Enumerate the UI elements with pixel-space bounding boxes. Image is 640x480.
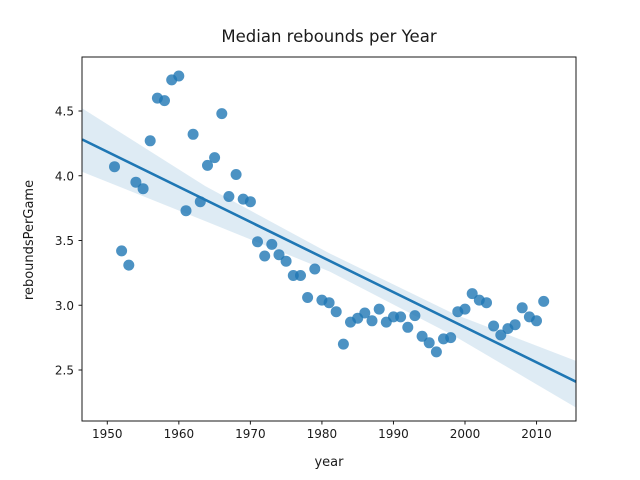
scatter-point (223, 191, 235, 202)
y-tick-label: 3.5 (55, 234, 74, 248)
scatter-point (266, 238, 278, 250)
scatter-point (445, 332, 457, 344)
scatter-point (488, 320, 500, 332)
scatter-point (531, 315, 542, 327)
y-tick-label: 3.0 (55, 299, 74, 313)
scatter-point (373, 303, 385, 315)
scatter-point (409, 310, 421, 322)
scatter-point (230, 169, 242, 180)
scatter-point (216, 108, 228, 120)
scatter-point (180, 205, 192, 217)
scatter-point (209, 152, 221, 164)
scatter-point (130, 176, 142, 188)
scatter-point (194, 196, 206, 208)
scatter-point (244, 196, 256, 208)
x-tick-label: 1960 (164, 427, 195, 441)
x-tick-label: 2010 (521, 427, 552, 441)
scatter-point (423, 337, 435, 349)
scatter-point (259, 250, 271, 262)
x-axis-label: year (314, 455, 344, 470)
regression-line (81, 138, 577, 383)
scatter-point (280, 255, 292, 267)
scatter-point (481, 297, 492, 309)
scatter-point (459, 303, 471, 315)
scatter-point (323, 297, 335, 309)
scatter-point (495, 329, 507, 341)
y-axis-label: reboundsPerGame (22, 180, 37, 300)
x-tick-label: 2000 (450, 427, 481, 441)
scatter-point (395, 311, 407, 323)
x-tick-label: 1980 (307, 427, 338, 441)
scatter-point (516, 302, 528, 314)
scatter-point (116, 245, 128, 257)
scatter-point (330, 306, 342, 318)
scatter-point (109, 161, 120, 173)
x-tick-label: 1950 (92, 427, 123, 441)
scatter-point (309, 263, 321, 275)
y-tick-label: 4.0 (55, 169, 74, 183)
scatter-point (538, 295, 550, 307)
scatter-point (466, 288, 478, 300)
scatter-point (509, 319, 521, 331)
scatter-point (337, 338, 349, 350)
y-tick-label: 4.5 (55, 105, 74, 119)
y-tick-label: 2.5 (55, 364, 74, 378)
scatter-point (173, 70, 185, 82)
scatter-point (302, 292, 314, 303)
scatter-point (252, 236, 263, 248)
scatter-point (416, 330, 428, 342)
scatter-point (144, 135, 156, 147)
scatter-point (402, 321, 414, 333)
scatter-point (202, 159, 213, 171)
scatter-point (430, 346, 442, 358)
scatter-point (359, 307, 371, 319)
scatter-point (273, 249, 285, 261)
plot-border (81, 56, 577, 422)
x-tick-label: 1970 (235, 427, 266, 441)
scatter-point (123, 259, 135, 271)
scatter-point (159, 95, 170, 107)
scatter-point (187, 128, 199, 140)
scatter-point (137, 183, 149, 195)
chart-title: Median rebounds per Year (221, 27, 436, 46)
confidence-band (82, 108, 576, 408)
scatter-point (366, 315, 378, 327)
scatter-point (295, 270, 306, 281)
x-tick-label: 1990 (378, 427, 409, 441)
